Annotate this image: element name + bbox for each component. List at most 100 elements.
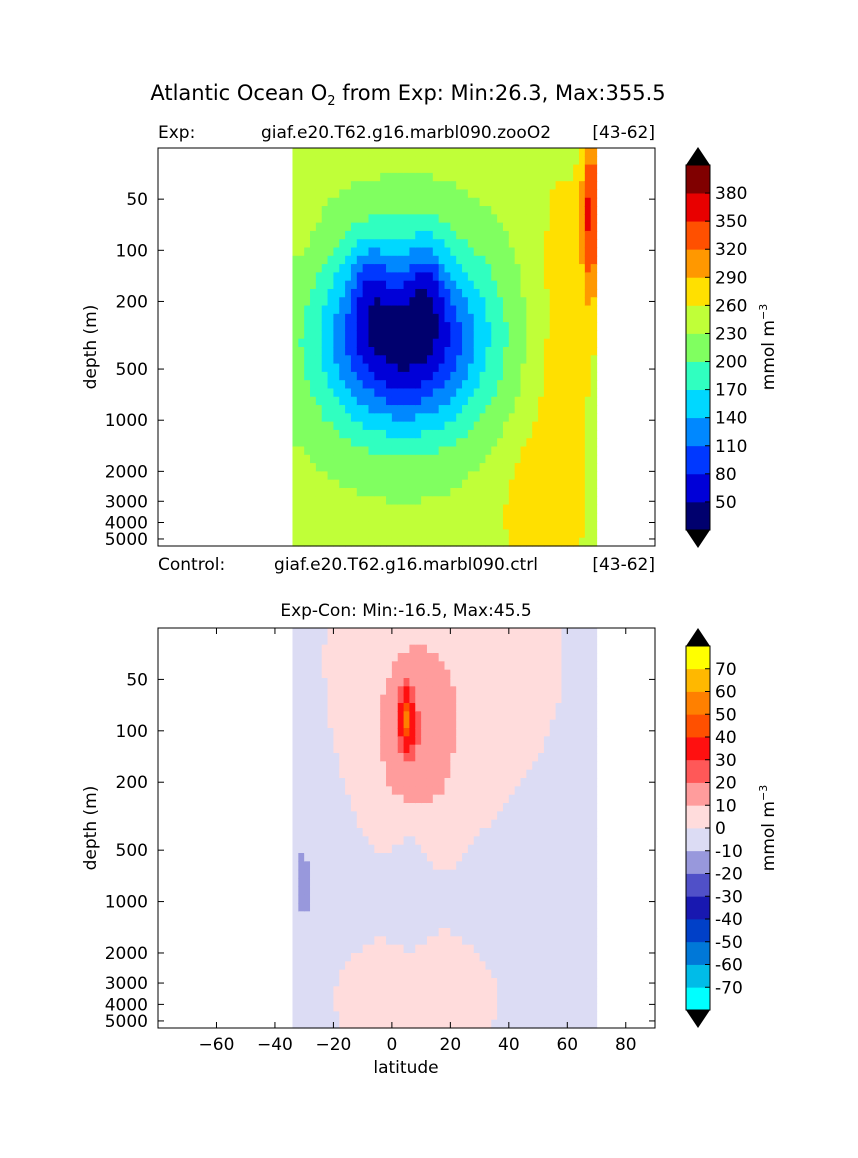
field-cell [432,446,440,456]
field-cell [479,322,487,332]
field-cell [473,1011,481,1021]
field-cell [380,206,387,215]
field-cell [298,769,305,779]
field-cell [526,512,533,522]
field-cell [462,305,469,315]
field-cell [310,944,317,954]
field-cell [543,819,551,829]
field-cell [485,429,492,439]
field-cell [310,487,317,497]
field-cell [538,454,545,464]
field-cell [444,521,451,531]
field-cell [438,861,446,871]
field-cell [497,504,504,514]
field-cell [339,313,346,323]
field-cell [426,703,434,712]
field-cell [561,953,568,962]
field-cell [508,661,516,671]
field-cell [362,347,370,356]
field-cell [526,222,533,232]
field-cell [467,181,475,191]
field-cell [479,529,487,539]
field-cell [456,338,463,348]
field-cell [298,280,305,290]
y-tick-label: 1000 [105,411,148,431]
field-cell [485,330,492,340]
field-cell [421,978,428,987]
field-cell [380,811,387,821]
field-cell [508,479,516,489]
field-cell [315,396,323,406]
field-cell [567,313,574,323]
field-cell [362,819,370,829]
field-cell [304,761,311,771]
field-cell [397,769,405,779]
field-cell [450,272,457,282]
field-cell [502,288,510,298]
field-cell [502,736,510,746]
field-cell [462,454,469,464]
field-cell [426,653,434,662]
field-cell [485,744,492,754]
field-cell [567,853,574,862]
field-cell [526,521,533,531]
field-cell [432,496,440,506]
field-cell [415,529,422,539]
field-cell [485,861,492,871]
field-cell [315,653,323,662]
field-cell [567,529,574,539]
field-cell [315,811,323,821]
field-cell [520,504,527,514]
field-cell [374,869,381,879]
field-cell [339,794,346,804]
field-cell [321,214,329,224]
field-cell [538,928,545,937]
field-cell [520,156,527,166]
field-cell [327,936,335,946]
field-cell [409,206,416,215]
field-cell [356,961,364,971]
field-cell [549,969,557,979]
field-cell [426,986,434,996]
field-cell [532,405,539,414]
field-cell [584,164,592,174]
field-cell [462,1019,469,1029]
field-cell [432,919,440,929]
field-cell [543,669,551,679]
field-cell [561,512,568,522]
field-cell [356,504,364,514]
field-cell [538,853,545,862]
field-cell [555,297,563,307]
field-cell [532,819,539,829]
field-cell [508,719,516,729]
field-cell [532,728,539,737]
field-cell [578,769,586,779]
field-cell [584,396,592,406]
field-cell [491,628,498,637]
field-cell [391,836,399,846]
field-cell [298,496,305,506]
field-cell [590,521,598,531]
field-cell [573,894,580,904]
field-cell [479,811,487,821]
field-cell [292,413,299,423]
field-cell [321,994,329,1004]
field-cell [368,214,375,224]
field-cell [345,313,352,323]
field-cell [356,653,364,662]
field-cell [526,264,533,273]
field-cell [391,944,399,954]
field-cell [356,189,364,199]
field-cell [543,164,551,174]
field-cell [362,380,370,390]
field-cell [502,322,510,332]
field-cell [578,463,586,472]
field-cell [590,222,598,232]
field-cell [345,769,352,779]
field-cell [386,994,393,1004]
field-cell [292,736,299,746]
field-cell [462,1011,469,1021]
field-cell [409,1003,416,1012]
field-cell [304,537,311,547]
field-cell [473,911,481,921]
